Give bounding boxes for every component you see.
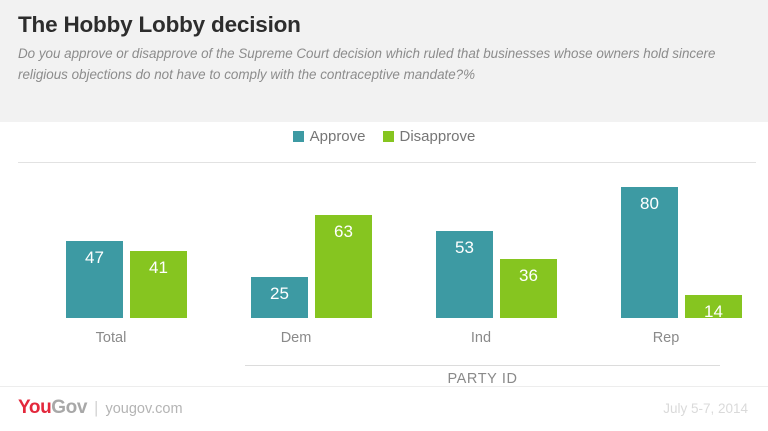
page-title: The Hobby Lobby decision xyxy=(18,12,301,37)
bar-fill-total-disapprove xyxy=(130,251,187,318)
bar-rep-approve[interactable]: 80 xyxy=(621,187,678,318)
legend-swatch-disapprove xyxy=(382,131,394,142)
chart-footer: You Gov | yougov.com July 5-7, 2014 xyxy=(0,386,768,431)
legend-label-approve: Approve xyxy=(309,128,366,145)
bar-value-total-approve: 47 xyxy=(85,248,104,267)
x-axis-label-rep: Rep xyxy=(652,330,680,346)
bar-fill-ind-disapprove xyxy=(500,259,557,318)
bar-fill-rep-disapprove xyxy=(685,295,742,318)
brand-gov-text: Gov xyxy=(51,397,88,418)
bar-value-dem-approve: 25 xyxy=(270,284,289,303)
bar-total-approve[interactable]: 47 xyxy=(66,241,123,318)
bar-total-disapprove[interactable]: 41 xyxy=(130,251,187,318)
bar-rep-disapprove[interactable]: 14 xyxy=(685,295,742,321)
chart-legend: Approve Disapprove xyxy=(0,128,768,145)
bar-ind-disapprove[interactable]: 36 xyxy=(500,259,557,318)
bar-group-ind: 53 36 xyxy=(436,155,566,318)
legend-item-disapprove[interactable]: Disapprove xyxy=(382,128,476,145)
bar-value-rep-approve: 80 xyxy=(640,194,659,213)
bar-value-ind-approve: 53 xyxy=(455,238,474,257)
bar-value-total-disapprove: 41 xyxy=(149,258,168,277)
party-id-bracket-label: PARTY ID xyxy=(447,371,518,387)
bar-dem-approve[interactable]: 25 xyxy=(251,277,308,318)
brand-separator: | xyxy=(94,398,99,417)
axis-baseline xyxy=(18,162,756,163)
bar-value-ind-disapprove: 36 xyxy=(519,266,538,285)
bar-fill-dem-approve xyxy=(251,277,308,318)
bar-fill-rep-approve xyxy=(621,187,678,318)
x-axis-label-ind: Ind xyxy=(470,330,492,346)
brand-url-text[interactable]: yougov.com xyxy=(105,401,183,417)
chart-plot-area: 47 41 25 63 53 36 80 xyxy=(0,155,768,321)
bar-group-dem: 25 63 xyxy=(251,155,381,318)
yougov-logo[interactable]: You Gov | yougov.com xyxy=(18,397,183,419)
x-axis-label-dem: Dem xyxy=(280,330,312,346)
chart-subtitle: Do you approve or disapprove of the Supr… xyxy=(18,46,716,82)
bar-value-dem-disapprove: 63 xyxy=(334,222,353,241)
brand-you-text: You xyxy=(18,397,52,418)
x-axis-labels: Total Dem Ind Rep xyxy=(0,330,768,352)
survey-date: July 5-7, 2014 xyxy=(663,401,748,416)
legend-label-disapprove: Disapprove xyxy=(399,128,476,145)
chart-header: The Hobby Lobby decision Do you approve … xyxy=(0,0,768,122)
x-axis-label-total: Total xyxy=(95,330,127,346)
party-id-bracket xyxy=(245,365,720,366)
bar-ind-approve[interactable]: 53 xyxy=(436,231,493,318)
bar-fill-ind-approve xyxy=(436,231,493,318)
legend-swatch-approve xyxy=(292,131,304,142)
legend-item-approve[interactable]: Approve xyxy=(292,128,366,145)
bar-group-total: 47 41 xyxy=(66,155,196,318)
bar-fill-dem-disapprove xyxy=(315,215,372,318)
bar-group-rep: 80 14 xyxy=(621,155,751,321)
bar-value-rep-disapprove: 14 xyxy=(704,302,723,321)
bar-fill-total-approve xyxy=(66,241,123,318)
bar-dem-disapprove[interactable]: 63 xyxy=(315,215,372,318)
